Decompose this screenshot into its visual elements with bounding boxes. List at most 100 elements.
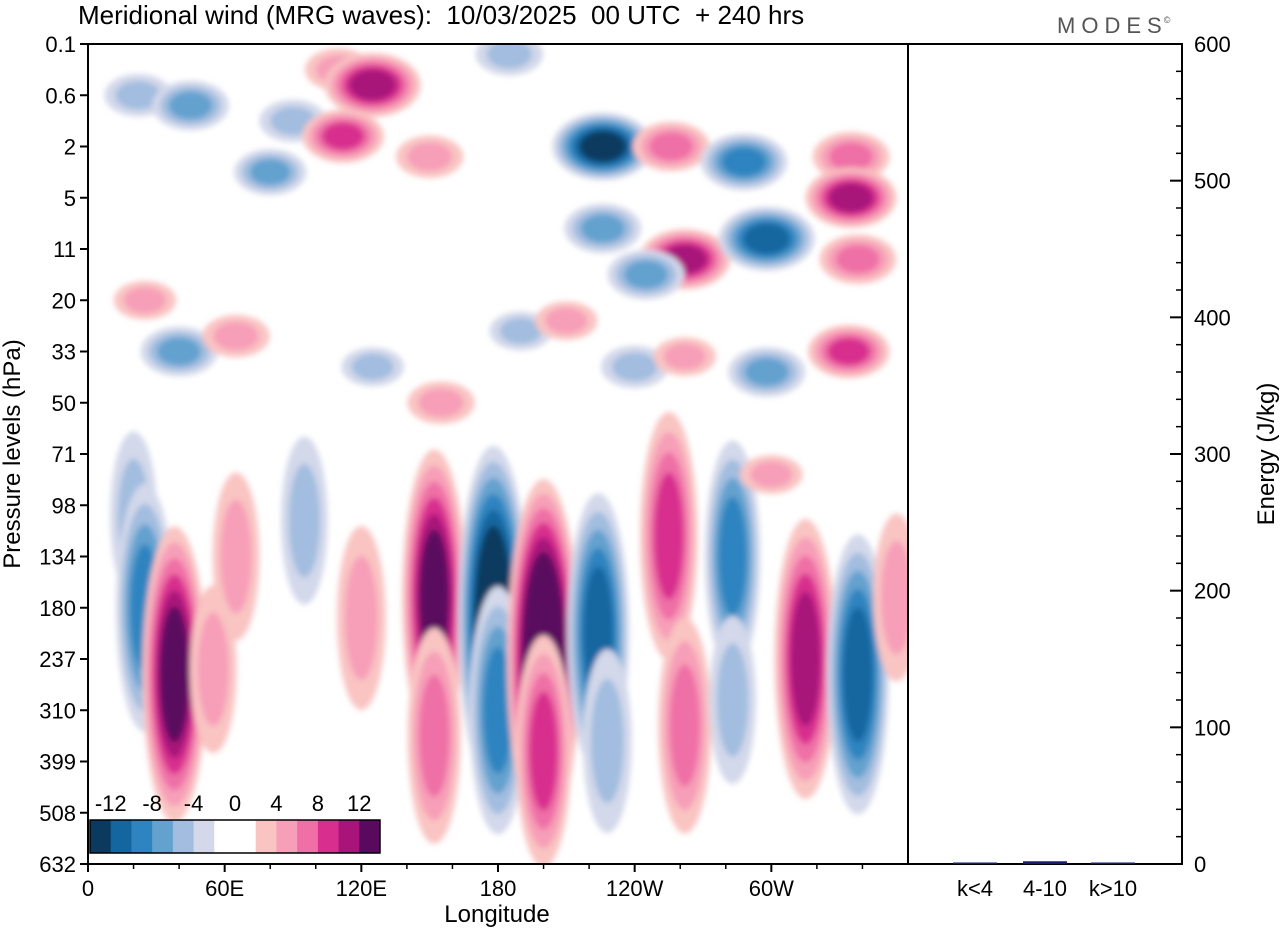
wind-cell bbox=[653, 337, 716, 377]
wind-contour bbox=[197, 612, 229, 726]
wind-cell bbox=[700, 133, 788, 191]
y-tick-label: 20 bbox=[52, 288, 76, 313]
wind-cell bbox=[582, 649, 632, 833]
colorbar-label: 12 bbox=[347, 791, 371, 816]
colorbar-label: -8 bbox=[142, 791, 162, 816]
y-tick-label: 399 bbox=[39, 750, 76, 775]
colorbar-swatch bbox=[90, 820, 112, 853]
wind-cell bbox=[658, 617, 712, 834]
x-tick-label: 60E bbox=[205, 876, 244, 901]
wind-cell bbox=[234, 149, 307, 196]
wind-cell bbox=[601, 345, 669, 389]
x-axis-longitude: 0 60E 120E 180 120W 60W bbox=[82, 864, 864, 901]
y-tick-label: 310 bbox=[39, 698, 76, 723]
wind-cell bbox=[113, 280, 177, 320]
y-axis-label: Pressure levels (hPa) bbox=[0, 339, 26, 568]
chart-title: Meridional wind (MRG waves): 10/03/2025 … bbox=[78, 0, 804, 30]
wind-cell bbox=[805, 167, 897, 228]
wind-contour bbox=[580, 214, 625, 243]
wind-cell bbox=[515, 635, 572, 864]
energy-bar bbox=[1091, 862, 1135, 864]
x-tick-label: 180 bbox=[480, 876, 517, 901]
wind-cell bbox=[704, 440, 761, 673]
wind-contour bbox=[880, 540, 908, 655]
wind-cell bbox=[152, 80, 229, 131]
energy-bars: k<4 4-10 k>10 bbox=[953, 861, 1137, 901]
wind-contour bbox=[663, 343, 706, 370]
wind-contour bbox=[829, 142, 873, 171]
wind-cell bbox=[807, 324, 890, 379]
colorbar-label: -4 bbox=[184, 791, 204, 816]
wind-cell bbox=[640, 412, 698, 660]
wind-contour bbox=[157, 337, 201, 366]
y-tick-label: 0.1 bbox=[45, 32, 76, 57]
y-tick-label: 98 bbox=[52, 493, 76, 518]
colorbar-swatch bbox=[359, 820, 381, 853]
wind-contour bbox=[351, 353, 394, 380]
wind-contour bbox=[669, 664, 700, 787]
energy-category-label: k<4 bbox=[957, 876, 993, 901]
wind-contour bbox=[344, 555, 378, 681]
colorbar-swatch bbox=[172, 820, 195, 853]
wind-cell bbox=[709, 616, 756, 784]
wind-contour bbox=[716, 643, 749, 757]
energy-category-label: 4-10 bbox=[1023, 876, 1067, 901]
wind-contour bbox=[499, 317, 542, 345]
wind-contour bbox=[168, 91, 213, 120]
wind-cell bbox=[728, 347, 806, 397]
colorbar: -12 -8 -4 0 4 8 12 bbox=[89, 791, 381, 854]
x-tick-label: 60W bbox=[749, 876, 794, 901]
wind-cell bbox=[407, 381, 475, 424]
colorbar-swatch bbox=[131, 820, 153, 853]
colorbar-swatch bbox=[255, 820, 277, 853]
wind-contour bbox=[836, 245, 880, 274]
colorbar-swatch bbox=[338, 820, 360, 853]
energy-tick-label: 600 bbox=[1194, 32, 1231, 57]
wind-cell bbox=[718, 206, 815, 271]
wind-contour bbox=[624, 260, 668, 289]
colorbar-swatch bbox=[235, 820, 257, 853]
wind-cell bbox=[140, 326, 218, 377]
wind-cell bbox=[826, 534, 889, 815]
y-tick-label: 11 bbox=[53, 237, 76, 262]
wind-cell bbox=[740, 455, 803, 494]
wind-contour bbox=[220, 499, 252, 614]
wind-cell bbox=[607, 249, 685, 300]
wind-cell bbox=[407, 627, 461, 844]
y-axis-pressure: 0.1 0.6 2 5 11 20 33 50 71 98 134 180 237 310 399 508 63… bbox=[39, 32, 88, 877]
wind-cell bbox=[873, 513, 908, 682]
wind-contour bbox=[743, 223, 790, 255]
y-tick-label: 632 bbox=[39, 852, 76, 877]
y-tick-label: 71 bbox=[52, 442, 76, 467]
colorbar-label: 4 bbox=[270, 791, 282, 816]
wind-cell bbox=[281, 436, 328, 605]
wind-contour bbox=[790, 591, 821, 727]
wind-contour bbox=[322, 122, 365, 150]
energy-tick-label: 0 bbox=[1194, 852, 1206, 877]
wind-contour bbox=[483, 646, 513, 774]
colorbar-swatch bbox=[297, 820, 319, 853]
wind-contour bbox=[842, 607, 873, 742]
wind-contour bbox=[115, 80, 161, 110]
wind-cell bbox=[774, 519, 837, 799]
wind-cell bbox=[341, 347, 404, 387]
wind-cell bbox=[812, 131, 890, 182]
wind-contour bbox=[721, 147, 767, 177]
wind-contour bbox=[590, 678, 624, 804]
colorbar-frame bbox=[89, 819, 381, 854]
wind-field bbox=[88, 44, 908, 864]
y-tick-label: 2 bbox=[64, 135, 76, 160]
y-tick-label: 237 bbox=[39, 647, 76, 672]
wind-contour bbox=[649, 132, 693, 161]
wind-contour bbox=[249, 159, 291, 186]
y-tick-label: 508 bbox=[39, 801, 76, 826]
colorbar-swatch bbox=[152, 820, 174, 853]
wind-contour bbox=[418, 388, 464, 418]
wind-contour bbox=[213, 321, 259, 351]
colorbar-swatch bbox=[317, 820, 340, 853]
colorbar-swatch bbox=[214, 820, 236, 853]
wind-contour bbox=[349, 69, 396, 101]
colorbar-swatch bbox=[276, 820, 298, 853]
energy-tick-label: 300 bbox=[1194, 442, 1231, 467]
